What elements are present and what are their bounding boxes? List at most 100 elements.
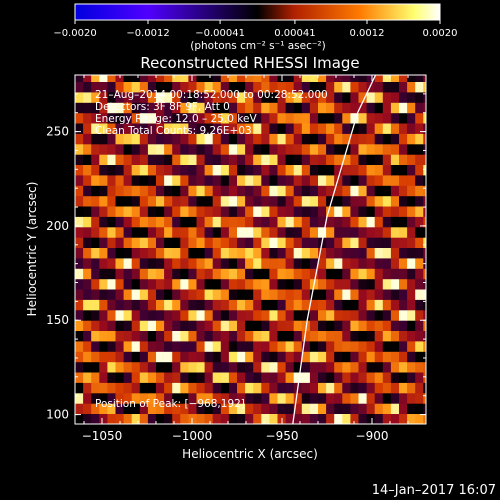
heatmap-cell xyxy=(382,351,392,363)
heatmap-cell xyxy=(261,123,270,134)
heatmap-cell xyxy=(423,247,426,259)
heatmap-cell xyxy=(99,392,108,404)
heatmap-cell xyxy=(228,413,238,424)
heatmap-cell xyxy=(131,123,141,134)
heatmap-cell xyxy=(196,278,205,290)
heatmap-cell xyxy=(318,278,327,290)
heatmap-cell xyxy=(131,392,141,404)
heatmap-cell xyxy=(277,382,286,394)
heatmap-cell xyxy=(139,278,149,290)
heatmap-cell xyxy=(99,320,108,331)
heatmap-cell xyxy=(261,309,270,321)
heatmap-cell xyxy=(196,361,205,373)
heatmap-cell xyxy=(204,382,214,394)
heatmap-cell xyxy=(196,175,205,186)
heatmap-cell xyxy=(99,330,108,342)
heatmap-cell xyxy=(285,143,295,155)
heatmap-cell xyxy=(415,143,424,155)
heatmap-cell xyxy=(188,361,197,373)
heatmap-cell xyxy=(164,154,173,165)
y-axis-label: Heliocentric Y (arcsec) xyxy=(25,182,39,317)
heatmap-cell xyxy=(318,309,327,321)
heatmap-cell xyxy=(220,175,230,186)
heatmap-cell xyxy=(382,309,392,321)
heatmap-cell xyxy=(261,133,270,145)
heatmap-cell xyxy=(164,320,173,331)
heatmap-cell xyxy=(172,361,181,373)
heatmap-cell xyxy=(407,361,416,373)
heatmap-cell xyxy=(309,102,319,114)
heatmap-cell xyxy=(156,133,165,145)
heatmap-cell xyxy=(415,413,424,424)
heatmap-cell xyxy=(188,123,197,134)
heatmap-cell xyxy=(326,175,335,186)
heatmap-cell xyxy=(366,75,376,82)
heatmap-cell xyxy=(415,268,424,280)
heatmap-cell xyxy=(399,175,408,186)
heatmap-cell xyxy=(107,133,116,145)
heatmap-cell xyxy=(269,92,278,103)
heatmap-cell xyxy=(374,330,384,342)
heatmap-cell xyxy=(228,133,238,145)
heatmap-cell xyxy=(253,112,262,124)
heatmap-cell xyxy=(350,237,359,248)
heatmap-cell xyxy=(188,92,197,103)
heatmap-cell xyxy=(91,351,100,363)
heatmap-cell xyxy=(374,206,384,217)
heatmap-cell xyxy=(245,330,254,342)
heatmap-cell xyxy=(147,102,157,114)
heatmap-cell xyxy=(342,237,351,248)
heatmap-cell xyxy=(196,154,205,165)
heatmap-cell xyxy=(91,195,100,207)
heatmap-cell xyxy=(131,154,141,165)
heatmap-cell xyxy=(237,216,246,228)
heatmap-cell xyxy=(318,195,327,207)
heatmap-cell xyxy=(196,320,205,331)
heatmap-cell xyxy=(180,133,189,145)
heatmap-cell xyxy=(188,278,197,290)
heatmap-cell xyxy=(139,81,149,93)
heatmap-cell xyxy=(220,195,230,207)
x-tick-label: −900 xyxy=(356,429,389,443)
heatmap-cell xyxy=(212,123,222,134)
heatmap-cell xyxy=(237,289,246,300)
heatmap-cell xyxy=(131,320,141,331)
heatmap-cell xyxy=(156,195,165,207)
heatmap-cell xyxy=(75,341,84,352)
heatmap-cell xyxy=(358,195,367,207)
heatmap-cell xyxy=(326,289,335,300)
heatmap-cell xyxy=(334,320,343,331)
heatmap-cell xyxy=(212,403,222,414)
heatmap-cell xyxy=(204,351,214,363)
heatmap-cell xyxy=(423,185,426,197)
heatmap-cell xyxy=(326,154,335,165)
colorbar-frame xyxy=(74,3,441,21)
heatmap-cell xyxy=(342,247,351,259)
heatmap-cell xyxy=(374,102,384,114)
heatmap-cell xyxy=(358,237,367,248)
heatmap-cell xyxy=(123,351,133,363)
heatmap-cell xyxy=(285,361,295,373)
info-annotation-line: Detectors: 3F 8F 9F, Att 0 xyxy=(95,101,230,113)
heatmap-cell xyxy=(350,143,359,155)
heatmap-cell xyxy=(180,92,189,103)
heatmap-cell xyxy=(75,309,84,321)
heatmap-cell xyxy=(99,403,108,414)
heatmap-cell xyxy=(204,102,214,114)
heatmap-cell xyxy=(326,112,335,124)
heatmap-cell xyxy=(212,75,222,82)
heatmap-cell xyxy=(91,81,100,93)
heatmap-cell xyxy=(342,92,351,103)
heatmap-cell xyxy=(180,195,189,207)
heatmap-cell xyxy=(180,185,189,197)
heatmap-cell xyxy=(293,75,303,82)
heatmap-cell xyxy=(285,133,295,145)
heatmap-cell xyxy=(423,133,426,145)
heatmap-cell xyxy=(75,102,84,114)
heatmap-cell xyxy=(342,382,351,394)
heatmap-cell xyxy=(358,278,367,290)
heatmap-cell xyxy=(228,92,238,103)
heatmap-cell xyxy=(75,175,84,186)
heatmap-cell xyxy=(147,185,157,197)
heatmap-cell xyxy=(358,299,367,311)
